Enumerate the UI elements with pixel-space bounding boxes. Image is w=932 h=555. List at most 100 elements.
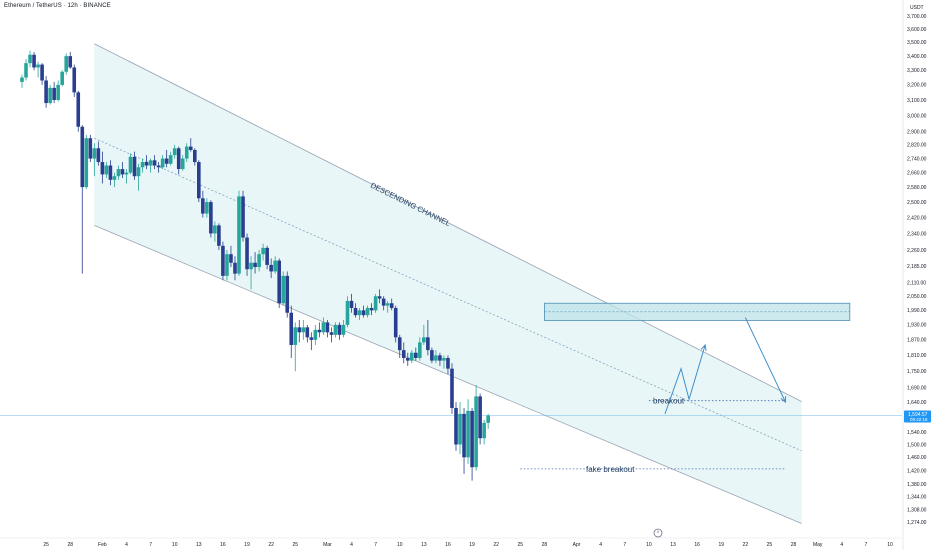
candle-body (136, 167, 141, 177)
candle-body (305, 327, 310, 338)
time-tick-label: 7 (864, 542, 867, 548)
price-tick-label: 3,100.00 (907, 98, 927, 104)
candle-body (241, 196, 245, 238)
candle-body (434, 355, 438, 361)
price-tick-label: 3,700.00 (907, 14, 927, 20)
price-tick-label: 2,110.00 (907, 280, 926, 286)
candle-body (329, 332, 334, 335)
time-tick-label: 16 (694, 542, 700, 548)
down-arrow-line (744, 317, 786, 403)
candle-body (337, 324, 342, 335)
candle-body (156, 165, 161, 168)
candle-body (192, 149, 197, 163)
candle-body (164, 158, 169, 164)
candle-body (470, 410, 474, 468)
candle-body (377, 296, 382, 299)
candle-body (341, 324, 346, 335)
candle-body (478, 396, 482, 439)
candle-body (60, 71, 64, 85)
channel-mid-line (94, 137, 802, 452)
price-tick-label: 1,274.00 (907, 520, 927, 526)
candle-body (269, 264, 273, 272)
candle-body (245, 237, 249, 270)
candle-body (325, 322, 330, 333)
candle-body (120, 169, 125, 175)
price-tick-label: 1,500.00 (907, 442, 927, 448)
time-tick-label: 22 (743, 542, 749, 548)
price-axis-bg (903, 0, 932, 550)
price-axis-currency: USDT (910, 5, 924, 11)
time-tick-label: Feb (98, 542, 107, 548)
time-tick-label: 22 (268, 542, 274, 548)
candle-body (188, 146, 193, 150)
price-tick-label: 2,740.00 (907, 156, 927, 162)
candle-body (144, 162, 149, 166)
candle-body (389, 303, 394, 308)
candle-body (84, 138, 89, 188)
candle-body (458, 413, 462, 445)
price-tick-label: 2,580.00 (907, 185, 927, 191)
candle-body (68, 56, 73, 68)
candle-body (44, 80, 48, 104)
channel-lower-line (94, 225, 802, 524)
candle-body (20, 77, 24, 82)
candle-body (345, 300, 350, 325)
time-tick-label: 16 (220, 542, 226, 548)
time-tick-label: 10 (646, 542, 652, 548)
candle-body (237, 196, 241, 274)
candle-body (32, 54, 36, 68)
time-tick-label: 7 (149, 542, 152, 548)
time-tick-label: 7 (623, 542, 626, 548)
candle-body (313, 329, 318, 340)
candle-body (116, 169, 121, 177)
candle-body (148, 160, 153, 166)
down-arrowhead (780, 396, 787, 404)
candle-body (104, 165, 109, 175)
price-tick-label: 2,050.00 (907, 294, 927, 300)
candle-body (317, 329, 322, 333)
clock-icon (653, 528, 663, 538)
candle-body (24, 63, 28, 78)
candle-body (446, 357, 450, 369)
price-tick-label: 2,340.00 (907, 231, 927, 237)
candle-body (321, 322, 326, 333)
candle-body (333, 324, 338, 335)
time-tick-label: Apr (573, 542, 581, 548)
candle-body (88, 138, 93, 159)
candle-body (426, 337, 430, 351)
candle-body (112, 176, 117, 180)
time-tick-label: 28 (791, 542, 797, 548)
candle-body (172, 148, 177, 156)
time-tick-label: 19 (718, 542, 724, 548)
price-tick-label: 1,930.00 (907, 323, 927, 329)
price-tick-label: 1,344.00 (907, 494, 927, 500)
candle-body (197, 162, 201, 199)
price-tick-label: 1,690.00 (907, 386, 927, 392)
price-tick-label: 1,420.00 (907, 468, 927, 474)
candle-body (92, 148, 97, 159)
candle-body (213, 225, 217, 234)
time-tick-label: 25 (43, 542, 49, 548)
candle-body (128, 156, 133, 173)
projection-path (664, 344, 706, 415)
candle-body (349, 300, 354, 308)
candle-body (249, 262, 253, 270)
candle-body (64, 56, 69, 72)
projection-arrowhead (700, 343, 707, 351)
price-tick-label: 3,300.00 (907, 68, 927, 74)
candle-body (257, 254, 261, 268)
candle-body (422, 337, 426, 343)
price-tick-label: 1,750.00 (907, 369, 927, 375)
time-tick-label: 4 (840, 542, 843, 548)
candle-body (225, 254, 229, 276)
candle-body (401, 350, 406, 358)
time-tick-label: 10 (887, 542, 893, 548)
candle-body (152, 160, 157, 166)
candle-body (486, 415, 490, 423)
candle-body (361, 310, 366, 316)
price-tick-label: 2,660.00 (907, 170, 927, 176)
candle-body (253, 262, 257, 268)
candle-body (168, 155, 173, 164)
candle-body (397, 337, 402, 351)
